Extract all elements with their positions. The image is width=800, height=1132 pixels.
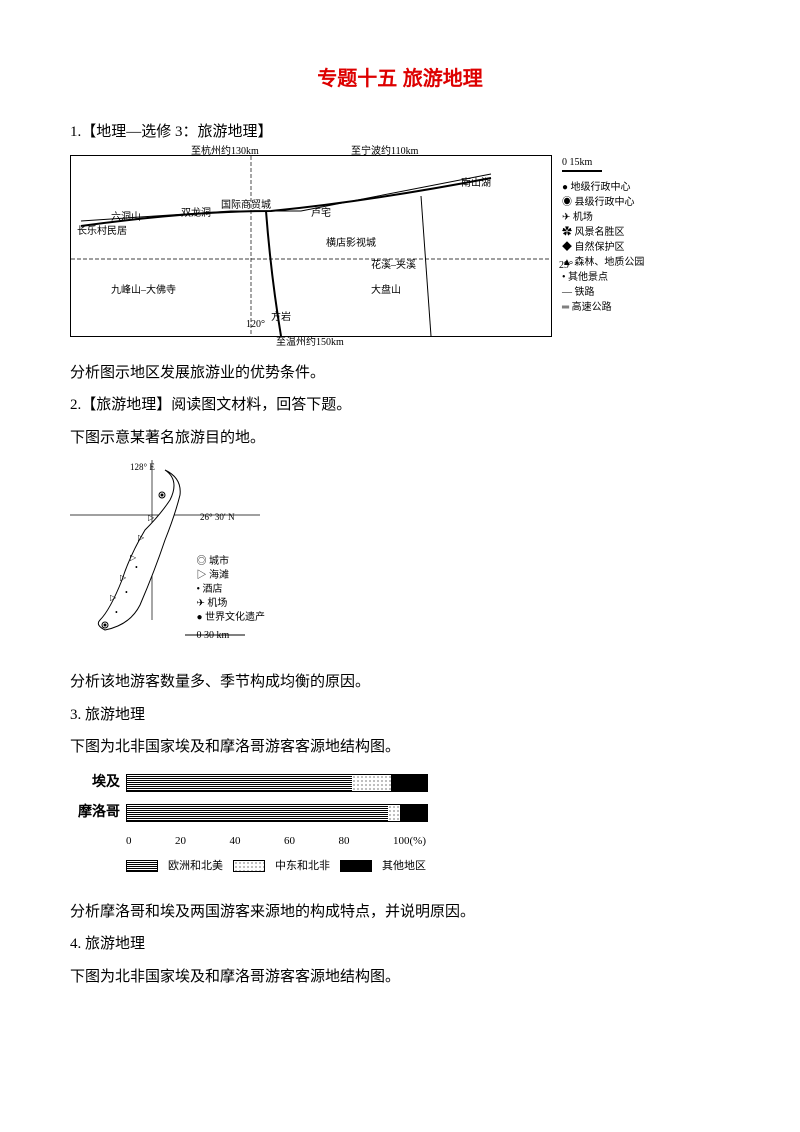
- svg-text:•: •: [115, 608, 118, 617]
- legend-item: 县级行政中心: [575, 197, 635, 208]
- tick: 40: [230, 831, 241, 852]
- tick: 60: [284, 831, 295, 852]
- legend-swatch: [126, 860, 158, 872]
- q1-map-legend: 0 15km ● 地级行政中心 ◉ 县级行政中心 ✈ 机场 ✿ 风景名胜区 ◆ …: [562, 155, 644, 315]
- svg-text:•: •: [125, 588, 128, 597]
- page-title: 专题十五 旅游地理: [70, 60, 730, 98]
- q4-heading: 4. 旅游地理: [70, 930, 730, 959]
- svg-text:▷: ▷: [138, 533, 145, 542]
- svg-text:•: •: [135, 563, 138, 572]
- legend-item: 风景名胜区: [575, 227, 625, 238]
- chart-legend: 欧洲和北美 中东和北非 其他地区: [126, 856, 470, 877]
- q3-sub: 下图为北非国家埃及和摩洛哥游客客源地结构图。: [70, 733, 730, 762]
- legend-swatch: [340, 860, 372, 872]
- bar-segment: [388, 805, 400, 821]
- q1-prompt: 分析图示地区发展旅游业的优势条件。: [70, 359, 730, 388]
- bar-segment: [352, 775, 391, 791]
- bar-segment: [127, 775, 352, 791]
- legend-item: 铁路: [575, 287, 595, 298]
- bar-track: [126, 804, 428, 822]
- q2-map-figure: 128° E 26° 30′ N ▷ ▷ ▷ ▷ ▷ • • • ◎ 城市 ▷ 海滩 • …: [70, 460, 730, 660]
- q3-heading: 3. 旅游地理: [70, 701, 730, 730]
- svg-text:▷: ▷: [110, 593, 117, 602]
- legend-item: 机场: [207, 598, 227, 609]
- q2-legend: ◎ 城市 ▷ 海滩 • 酒店 ✈ 机场 ● 世界文化遗产 0 30 km: [196, 555, 265, 643]
- legend-item: 世界文化遗产: [205, 612, 265, 623]
- bar-row-egypt: 埃及: [70, 770, 470, 797]
- q2-heading: 2.【旅游地理】阅读图文材料，回答下题。: [70, 391, 730, 420]
- bar-segment: [400, 805, 427, 821]
- legend-item: 自然保护区: [575, 242, 625, 253]
- q2-sub: 下图示意某著名旅游目的地。: [70, 424, 730, 453]
- x-axis: 0 20 40 60 80 100(%): [126, 831, 426, 852]
- legend-item: 其他地区: [382, 856, 426, 877]
- legend-swatch: [233, 860, 265, 872]
- tick: 100(%): [393, 831, 426, 852]
- map-lat: 29°: [559, 256, 573, 275]
- legend-item: 森林、地质公园: [574, 257, 644, 268]
- svg-text:128° E: 128° E: [130, 462, 155, 472]
- q3-chart: 埃及 摩洛哥 0 20 40 60 80 100(%) 欧洲和北美 中东和北非 …: [70, 770, 470, 890]
- svg-text:26° 30′ N: 26° 30′ N: [200, 512, 235, 522]
- legend-item: 城市: [209, 556, 229, 567]
- q3-prompt: 分析摩洛哥和埃及两国游客来源地的构成特点，并说明原因。: [70, 898, 730, 927]
- legend-item: 中东和北非: [275, 856, 330, 877]
- legend-item: 其他景点: [568, 272, 608, 283]
- legend-item: 海滩: [209, 570, 229, 581]
- tick: 80: [339, 831, 350, 852]
- q2-prompt: 分析该地游客数量多、季节构成均衡的原因。: [70, 668, 730, 697]
- legend-item: 高速公路: [572, 302, 612, 313]
- map-scale: 0 15km: [562, 155, 644, 170]
- bar-row-morocco: 摩洛哥: [70, 800, 470, 827]
- q4-sub: 下图为北非国家埃及和摩洛哥游客客源地结构图。: [70, 963, 730, 992]
- svg-text:▷: ▷: [130, 553, 137, 562]
- tick: 0: [126, 831, 132, 852]
- q1-map: 至杭州约130km 至宁波约110km 南山湖 国际商贸城 六洞山 双龙洞 卢宅…: [70, 155, 552, 337]
- bar-track: [126, 774, 428, 792]
- q2-map: 128° E 26° 30′ N ▷▷▷ ▷▷ ••• ◎ 城市 ▷ 海滩 • …: [70, 460, 260, 660]
- map-scale: 0 30 km: [196, 629, 265, 643]
- bar-label: 摩洛哥: [70, 800, 126, 827]
- tick: 20: [175, 831, 186, 852]
- bar-segment: [391, 775, 427, 791]
- svg-text:▷: ▷: [120, 573, 127, 582]
- legend-item: 酒店: [202, 584, 222, 595]
- legend-item: 地级行政中心: [571, 182, 631, 193]
- bar-label: 埃及: [70, 770, 126, 797]
- legend-item: 机场: [573, 212, 593, 223]
- bar-segment: [127, 805, 388, 821]
- svg-text:▷: ▷: [148, 513, 155, 522]
- q1-map-figure: 至杭州约130km 至宁波约110km 南山湖 国际商贸城 六洞山 双龙洞 卢宅…: [70, 155, 730, 337]
- legend-item: 欧洲和北美: [168, 856, 223, 877]
